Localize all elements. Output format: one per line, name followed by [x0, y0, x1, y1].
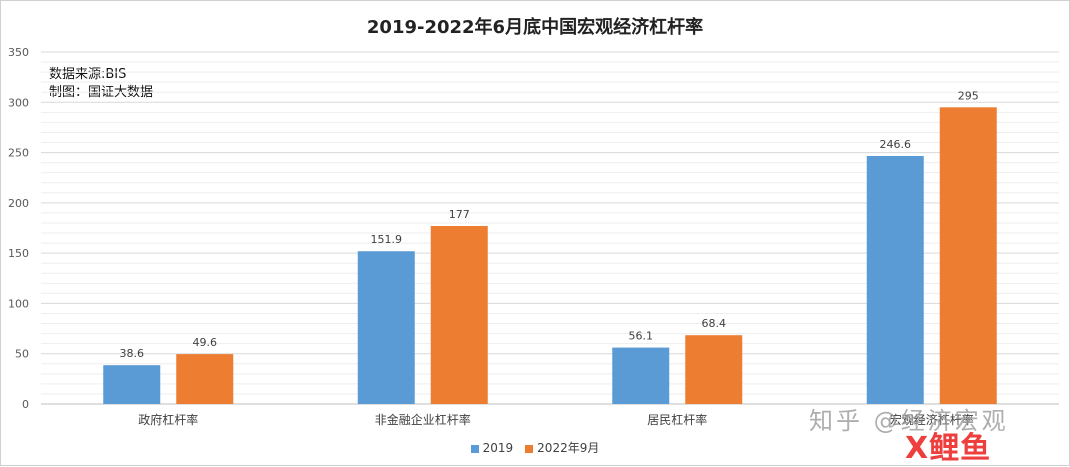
y-tick-label: 150: [8, 247, 29, 260]
data-label: 38.6: [120, 347, 145, 360]
source-note: 数据来源:BIS: [49, 67, 127, 82]
bar: [685, 335, 743, 404]
chart-legend: 2019 2022年9月: [1, 439, 1069, 456]
x-category-label: 居民杠杆率: [647, 412, 707, 427]
y-tick-label: 0: [22, 398, 29, 411]
bar: [612, 347, 670, 404]
data-label: 295: [958, 89, 979, 102]
data-label: 68.4: [702, 317, 727, 330]
bar: [176, 354, 234, 404]
y-tick-label: 350: [8, 46, 29, 59]
y-tick-label: 250: [8, 147, 29, 160]
legend-label: 2019: [482, 441, 514, 455]
legend-swatch: [525, 444, 534, 453]
x-category-label: 宏观经济杠杆率: [890, 412, 974, 427]
y-tick-label: 200: [8, 197, 29, 210]
watermark-logo: X鲤鱼: [905, 431, 992, 466]
legend-item: 2022年9月: [525, 439, 599, 456]
y-tick-label: 300: [8, 96, 29, 109]
bar: [430, 225, 488, 404]
data-label: 56.1: [629, 330, 654, 343]
legend-label: 2022年9月: [537, 441, 600, 455]
data-label: 151.9: [371, 233, 403, 246]
y-tick-label: 50: [15, 348, 29, 361]
bar: [939, 107, 997, 405]
y-tick-label: 100: [8, 297, 29, 310]
legend-swatch: [470, 444, 479, 453]
data-label: 49.6: [193, 336, 218, 349]
x-category-label: 非金融企业杠杆率: [375, 412, 471, 427]
data-label: 246.6: [880, 138, 912, 151]
legend-item: 2019: [470, 441, 514, 455]
bar: [357, 251, 415, 404]
data-label: 177: [449, 208, 470, 221]
watermark-text: 知乎 @经济宏观: [809, 407, 1009, 435]
x-category-label: 政府杠杆率: [138, 412, 198, 427]
bar: [103, 365, 161, 404]
bar: [866, 155, 924, 404]
chart-title: 2019-2022年6月底中国宏观经济杠杆率: [366, 17, 704, 38]
